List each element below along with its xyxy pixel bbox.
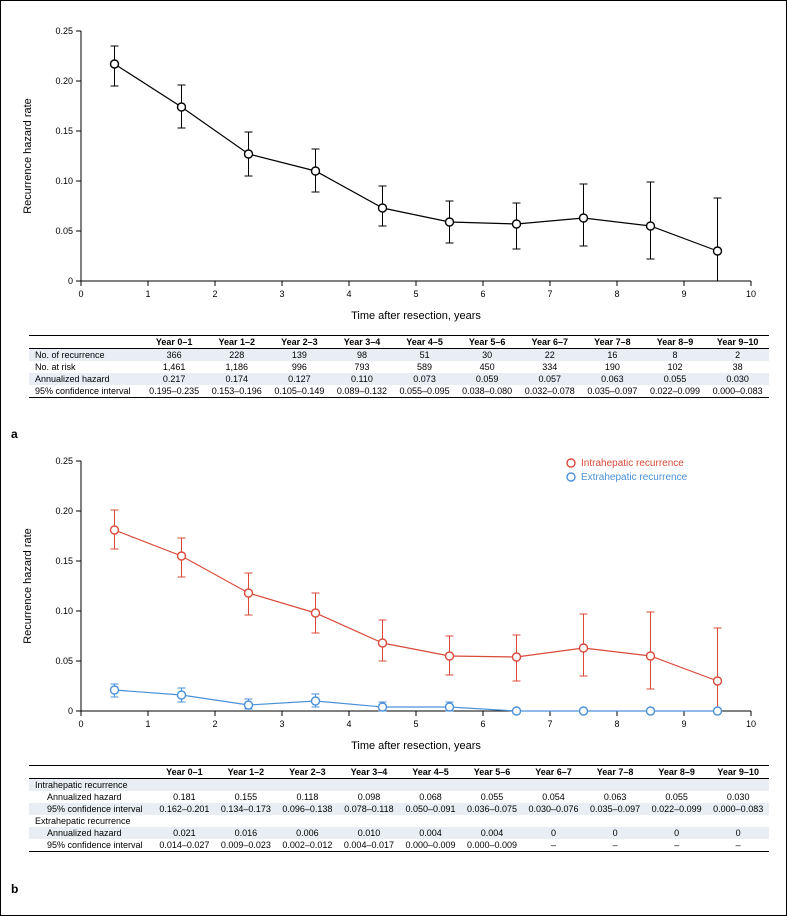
panel-b-label: b	[11, 882, 18, 896]
svg-text:0: 0	[68, 276, 73, 286]
svg-text:Time after resection, years: Time after resection, years	[351, 740, 481, 752]
svg-text:3: 3	[279, 289, 284, 299]
svg-text:0.15: 0.15	[55, 126, 73, 136]
svg-text:0.20: 0.20	[55, 76, 73, 86]
panel-b: 0 1 2 3 4 5 6 7 8 9 10 0 0.05 0.10 0.15 0.20 0.25 Time af…	[11, 441, 776, 896]
panel-a-label: a	[11, 427, 18, 441]
svg-text:0.15: 0.15	[55, 556, 73, 566]
svg-text:0.25: 0.25	[55, 456, 73, 466]
svg-text:6: 6	[480, 719, 485, 729]
svg-text:2: 2	[212, 719, 217, 729]
svg-text:1: 1	[145, 289, 150, 299]
svg-text:0.10: 0.10	[55, 176, 73, 186]
svg-text:0.05: 0.05	[55, 226, 73, 236]
svg-text:2: 2	[212, 289, 217, 299]
chart-a: 0 1 2 3 4 5 6 7 8 9 10 0 0.05 0.10 0.15 0.20 0.25 Time af…	[11, 11, 771, 331]
figure-frame: 01234567891000.050.100.150.200.25Time af…	[0, 0, 787, 916]
svg-text:9: 9	[681, 289, 686, 299]
svg-text:Recurrence hazard rate: Recurrence hazard rate	[22, 528, 34, 644]
svg-text:Intrahepatic recurrence: Intrahepatic recurrence	[581, 458, 684, 469]
svg-text:0: 0	[78, 289, 83, 299]
panel-a: 0 1 2 3 4 5 6 7 8 9 10 0 0.05 0.10 0.15 0.20 0.25 Time af…	[11, 11, 776, 441]
chart-b: 0 1 2 3 4 5 6 7 8 9 10 0 0.05 0.10 0.15 0.20 0.25 Time af…	[11, 441, 771, 761]
svg-text:3: 3	[279, 719, 284, 729]
svg-text:Time after resection, years: Time after resection, years	[351, 310, 481, 322]
svg-text:0.05: 0.05	[55, 656, 73, 666]
svg-text:Recurrence hazard rate: Recurrence hazard rate	[22, 98, 34, 214]
svg-text:5: 5	[413, 719, 418, 729]
svg-text:0.20: 0.20	[55, 506, 73, 516]
svg-text:10: 10	[746, 719, 756, 729]
svg-text:5: 5	[413, 289, 418, 299]
table-b: Year 0–1Year 1–2Year 2–3Year 3–4Year 4–5…	[29, 765, 769, 852]
svg-text:0: 0	[78, 719, 83, 729]
svg-text:8: 8	[614, 289, 619, 299]
svg-text:0: 0	[68, 706, 73, 716]
svg-text:1: 1	[145, 719, 150, 729]
svg-text:10: 10	[746, 289, 756, 299]
svg-text:7: 7	[547, 719, 552, 729]
svg-text:Extrahepatic recurrence: Extrahepatic recurrence	[581, 472, 688, 483]
svg-text:6: 6	[480, 289, 485, 299]
svg-text:8: 8	[614, 719, 619, 729]
table-a: Year 0–1Year 1–2Year 2–3Year 3–4Year 4–5…	[29, 335, 769, 398]
svg-text:0.25: 0.25	[55, 26, 73, 36]
svg-text:4: 4	[346, 719, 351, 729]
svg-text:7: 7	[547, 289, 552, 299]
svg-text:4: 4	[346, 289, 351, 299]
svg-text:9: 9	[681, 719, 686, 729]
svg-text:0.10: 0.10	[55, 606, 73, 616]
